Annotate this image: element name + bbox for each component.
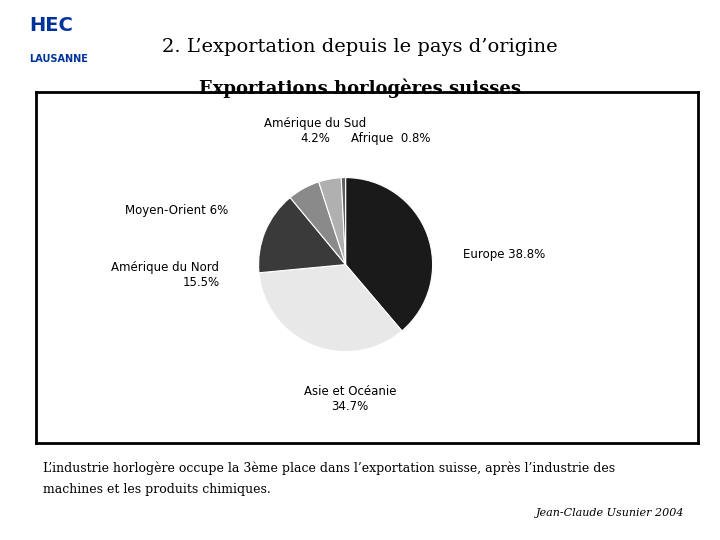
Text: machines et les produits chimiques.: machines et les produits chimiques.	[43, 483, 271, 496]
Wedge shape	[290, 182, 346, 265]
Text: Moyen-Orient 6%: Moyen-Orient 6%	[125, 204, 228, 217]
Text: Europe 38.8%: Europe 38.8%	[463, 248, 545, 261]
Text: HEC: HEC	[29, 16, 73, 35]
Text: LAUSANNE: LAUSANNE	[29, 54, 88, 64]
Text: Amérique du Sud
4.2%: Amérique du Sud 4.2%	[264, 117, 366, 145]
Text: Asie et Océanie
34.7%: Asie et Océanie 34.7%	[304, 384, 396, 413]
Wedge shape	[346, 178, 433, 331]
Text: Amérique du Nord
15.5%: Amérique du Nord 15.5%	[112, 261, 220, 289]
Text: Exportations horlogères suisses: Exportations horlogères suisses	[199, 78, 521, 98]
Text: Jean-Claude Usunier 2004: Jean-Claude Usunier 2004	[536, 508, 684, 518]
Wedge shape	[258, 198, 346, 273]
Text: Afrique  0.8%: Afrique 0.8%	[351, 132, 431, 145]
Wedge shape	[259, 265, 402, 352]
Text: L’industrie horlogère occupe la 3ème place dans l’exportation suisse, après l’in: L’industrie horlogère occupe la 3ème pla…	[43, 462, 616, 475]
Wedge shape	[341, 178, 346, 265]
Wedge shape	[319, 178, 346, 265]
Text: 2. L’exportation depuis le pays d’origine: 2. L’exportation depuis le pays d’origin…	[162, 38, 558, 56]
